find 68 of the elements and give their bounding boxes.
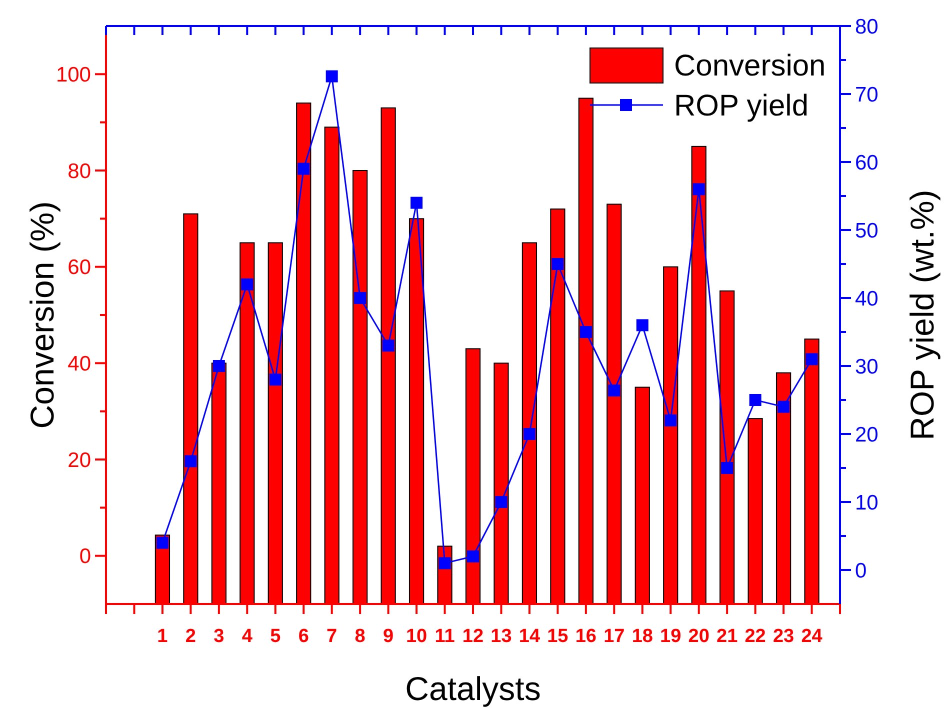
legend-label: ROP yield [674, 90, 809, 122]
x-tick-label: 2 [185, 626, 196, 647]
y-tick-label: 80 [68, 160, 91, 183]
point [354, 292, 366, 304]
x-tick-label: 10 [406, 626, 428, 647]
y2-tick-label: 40 [855, 287, 878, 310]
x-tick-label: 8 [354, 626, 366, 647]
point [721, 462, 734, 474]
point [212, 360, 225, 372]
y2-axis-title: ROP yield (wt.%) [904, 190, 941, 440]
x-axis-title: Catalysts [405, 670, 541, 707]
x-tick-label: 16 [575, 626, 596, 647]
x-tick-label: 23 [772, 626, 794, 647]
point [269, 374, 282, 386]
x-tick-label: 20 [688, 626, 710, 647]
y2-tick-label: 50 [855, 219, 878, 242]
y-tick-label: 100 [56, 64, 91, 87]
point [608, 384, 620, 396]
point [241, 278, 254, 290]
y-tick-label: 60 [68, 256, 91, 280]
point [156, 536, 168, 549]
x-tick-label: 7 [326, 626, 338, 647]
point [298, 162, 310, 175]
point [749, 394, 762, 406]
point [438, 557, 451, 570]
point [636, 319, 648, 332]
point [467, 550, 479, 562]
y2-tick-label: 60 [855, 151, 878, 174]
x-tick-label: 14 [518, 626, 540, 647]
x-tick-label: 3 [214, 626, 224, 647]
y2-tick-label: 30 [855, 355, 878, 378]
point [664, 414, 677, 426]
point [806, 353, 818, 366]
x-tick-label: 11 [434, 626, 456, 647]
point [184, 455, 197, 468]
x-tick-label: 24 [801, 626, 823, 647]
x-tick-label: 4 [242, 626, 253, 647]
y-tick-label: 40 [68, 352, 91, 376]
y2-tick-label: 70 [855, 83, 878, 106]
point [410, 196, 423, 209]
y-tick-label: 0 [79, 545, 91, 568]
point [580, 326, 592, 338]
point [495, 496, 508, 508]
y2-tick-label: 20 [855, 423, 878, 446]
x-tick-label: 15 [547, 626, 569, 647]
x-tick-label: 22 [744, 626, 766, 647]
x-tick-label: 12 [462, 626, 484, 647]
point [523, 428, 536, 440]
x-tick-label: 19 [660, 626, 682, 647]
x-tick-label: 6 [298, 626, 309, 647]
x-tick-label: 21 [716, 626, 738, 647]
x-tick-label: 13 [490, 626, 512, 647]
point [692, 183, 705, 196]
x-tick-label: 9 [383, 626, 394, 647]
x-tick-label: 1 [157, 626, 168, 647]
y-axis-title: Conversion (%) [24, 201, 61, 429]
x-tick-label: 5 [270, 626, 282, 647]
legend-label: Conversion [674, 50, 826, 82]
point [382, 340, 394, 352]
y2-tick-label: 10 [855, 491, 878, 514]
y-tick-label: 20 [68, 448, 91, 472]
x-tick-label: 17 [604, 626, 625, 647]
point [326, 70, 338, 82]
y2-tick-label: 0 [855, 559, 867, 582]
x-tick-label: 18 [632, 626, 653, 647]
point [552, 258, 564, 270]
point [778, 400, 790, 413]
y2-tick-label: 80 [855, 15, 878, 38]
